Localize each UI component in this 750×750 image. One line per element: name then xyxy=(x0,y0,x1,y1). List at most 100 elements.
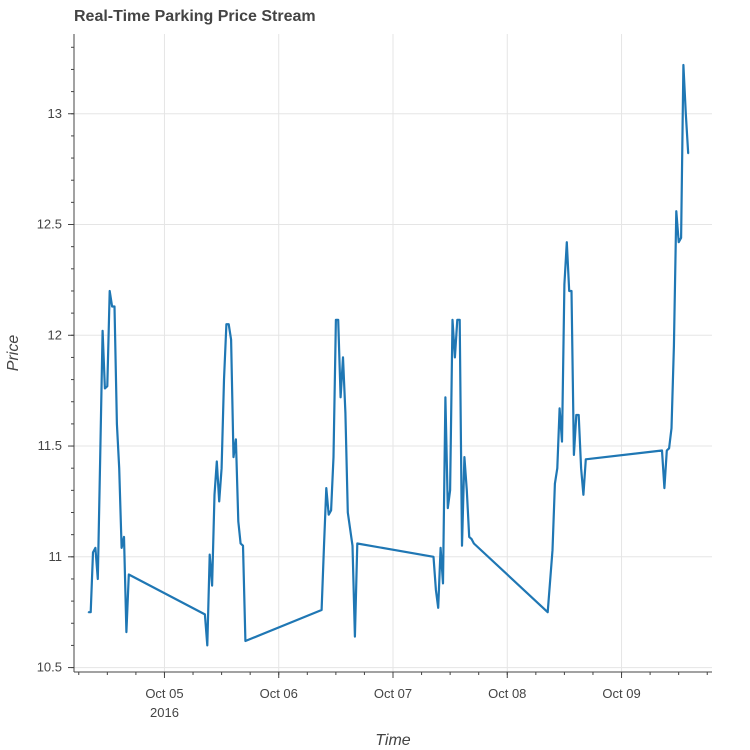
data-point xyxy=(466,489,468,491)
x-tick-label: Oct 08 xyxy=(488,686,526,701)
x-tick-label: Oct 09 xyxy=(602,686,640,701)
data-point xyxy=(447,507,449,509)
data-point xyxy=(463,456,465,458)
data-point xyxy=(675,210,677,212)
data-point xyxy=(342,356,344,358)
data-point xyxy=(209,554,211,556)
data-point xyxy=(687,153,689,155)
y-tick-label: 13 xyxy=(48,106,62,121)
data-point xyxy=(332,456,335,458)
data-point xyxy=(468,536,470,538)
data-point xyxy=(432,556,435,558)
data-point xyxy=(449,489,451,491)
data-point xyxy=(344,412,346,414)
data-point xyxy=(454,356,456,358)
data-point xyxy=(554,483,556,485)
data-point xyxy=(340,396,342,398)
data-point xyxy=(128,573,130,576)
x-tick-label: Oct 05 xyxy=(145,686,183,701)
data-point xyxy=(230,339,232,341)
data-point xyxy=(94,547,96,549)
data-point xyxy=(551,549,554,551)
data-point xyxy=(580,467,582,469)
data-point xyxy=(461,545,463,547)
data-point xyxy=(566,241,568,243)
data-point xyxy=(563,283,566,285)
chart-title: Real-Time Parking Price Stream xyxy=(74,8,316,25)
data-point xyxy=(242,545,244,547)
y-axis-title: Price xyxy=(5,335,22,372)
data-point xyxy=(125,631,127,633)
data-point xyxy=(118,467,120,469)
data-point xyxy=(451,319,454,321)
data-point xyxy=(106,385,108,387)
data-point xyxy=(213,494,216,496)
data-point xyxy=(456,319,458,321)
data-point xyxy=(682,64,685,66)
data-point xyxy=(573,454,575,456)
data-point xyxy=(92,551,94,554)
data-point xyxy=(244,640,246,642)
tick-labels: 10.5 11 11.5 12 12.5 13 Oct 05 2016 Oct 06 Oct 07… xyxy=(37,106,641,720)
price-series-line xyxy=(88,63,690,647)
data-point xyxy=(325,487,327,489)
data-point xyxy=(232,456,235,458)
x-axis-title: Time xyxy=(375,732,411,749)
data-point xyxy=(473,542,475,545)
data-point xyxy=(666,449,668,452)
data-point xyxy=(109,290,111,292)
data-point xyxy=(123,536,125,538)
data-point xyxy=(471,538,473,540)
data-point xyxy=(685,113,687,115)
data-point xyxy=(99,456,101,458)
data-point xyxy=(561,441,563,443)
y-tick-label: 10.5 xyxy=(37,660,62,675)
data-point xyxy=(225,323,227,325)
x-tick-sublabel: 2016 xyxy=(150,705,179,720)
data-point xyxy=(206,644,208,647)
data-point xyxy=(444,396,446,398)
data-point xyxy=(97,578,99,580)
grid-lines xyxy=(74,34,712,672)
axes xyxy=(68,34,712,678)
data-point xyxy=(435,589,437,591)
y-tick-label: 12.5 xyxy=(37,217,62,232)
data-point xyxy=(351,545,354,547)
data-point xyxy=(116,423,118,425)
data-point xyxy=(104,387,106,389)
data-point xyxy=(328,514,330,516)
data-point xyxy=(121,547,123,549)
data-point xyxy=(568,290,570,292)
data-point xyxy=(204,613,206,616)
data-point xyxy=(228,323,230,325)
data-point xyxy=(87,611,89,613)
data-point xyxy=(235,438,237,440)
data-point xyxy=(556,467,558,469)
data-point xyxy=(113,305,116,308)
data-point xyxy=(663,487,666,489)
data-point xyxy=(678,241,680,243)
data-point xyxy=(559,407,561,409)
x-tick-label: Oct 06 xyxy=(260,686,298,701)
data-point xyxy=(223,379,225,381)
data-point xyxy=(237,520,239,523)
data-point xyxy=(440,547,442,549)
data-point xyxy=(570,290,573,292)
y-tick-label: 12 xyxy=(48,327,62,342)
data-point xyxy=(680,237,682,239)
data-point xyxy=(216,460,218,463)
y-tick-label: 11.5 xyxy=(38,438,62,453)
data-point xyxy=(323,545,325,547)
data-point xyxy=(221,467,223,469)
data-point xyxy=(102,330,104,332)
y-tick-label: 11 xyxy=(49,549,63,564)
data-point xyxy=(670,427,673,429)
data-point xyxy=(354,636,356,638)
data-point xyxy=(321,609,323,611)
data-point xyxy=(582,494,585,496)
data-point xyxy=(668,447,670,449)
data-point xyxy=(218,500,220,502)
data-point xyxy=(211,585,213,587)
data-point xyxy=(330,509,332,511)
